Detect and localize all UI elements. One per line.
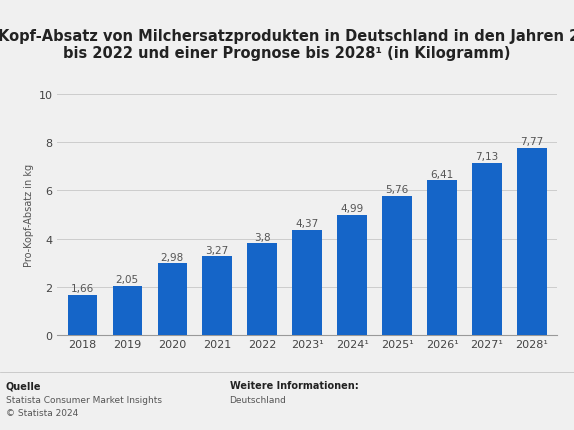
Text: © Statista 2024: © Statista 2024: [6, 408, 78, 417]
Bar: [68, 295, 97, 335]
Text: Quelle: Quelle: [6, 381, 41, 390]
Text: 5,76: 5,76: [386, 185, 409, 195]
Text: 7,13: 7,13: [475, 152, 499, 162]
Text: 7,77: 7,77: [521, 137, 544, 147]
Text: 4,99: 4,99: [340, 203, 364, 214]
Text: Pro-Kopf-Absatz von Milchersatzprodukten in Deutschland in den Jahren 2018
bis 2: Pro-Kopf-Absatz von Milchersatzprodukten…: [0, 29, 574, 61]
Y-axis label: Pro-Kopf-Absatz in kg: Pro-Kopf-Absatz in kg: [24, 163, 34, 267]
Text: 2,98: 2,98: [161, 252, 184, 262]
Text: Deutschland: Deutschland: [230, 395, 286, 404]
Bar: [247, 244, 277, 335]
Bar: [113, 286, 142, 335]
Bar: [428, 181, 457, 335]
Bar: [203, 257, 232, 335]
Bar: [382, 197, 412, 335]
Text: 3,27: 3,27: [205, 245, 228, 255]
Bar: [157, 264, 187, 335]
Bar: [517, 148, 546, 335]
Bar: [338, 215, 367, 335]
Text: Statista Consumer Market Insights: Statista Consumer Market Insights: [6, 395, 162, 404]
Text: 3,8: 3,8: [254, 232, 270, 242]
Bar: [472, 164, 502, 335]
Text: 2,05: 2,05: [115, 274, 139, 284]
Bar: [293, 230, 321, 335]
Text: 4,37: 4,37: [296, 218, 319, 228]
Text: Weitere Informationen:: Weitere Informationen:: [230, 381, 358, 390]
Text: 6,41: 6,41: [430, 169, 453, 179]
Text: 1,66: 1,66: [71, 284, 94, 294]
